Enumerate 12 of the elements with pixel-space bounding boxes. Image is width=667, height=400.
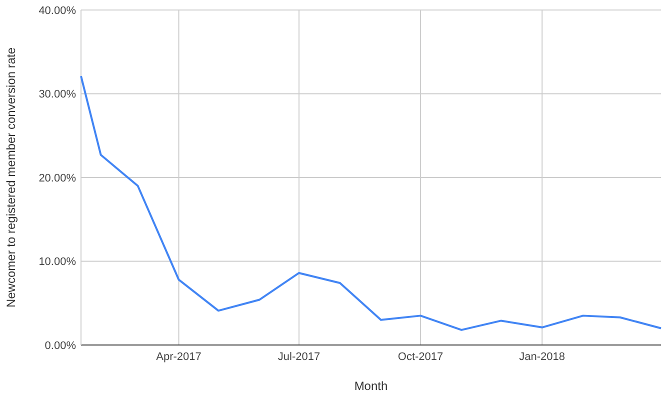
y-tick-label: 0.00% [44,340,76,352]
y-axis-title: Newcomer to registered member conversion rate [4,47,18,308]
x-tick-label: Jan-2018 [519,351,566,363]
x-axis-title: Month [354,379,388,393]
y-tick-label: 10.00% [38,256,76,268]
y-tick-label: 30.00% [38,88,76,101]
y-tick-label: 20.00% [38,172,76,184]
line-series [80,75,662,331]
y-tick-label: 40.00% [38,4,76,17]
x-tick-label: Jul-2017 [278,351,320,363]
x-tick-label: Apr-2017 [156,351,202,363]
x-tick-label: Oct-2017 [398,351,444,363]
